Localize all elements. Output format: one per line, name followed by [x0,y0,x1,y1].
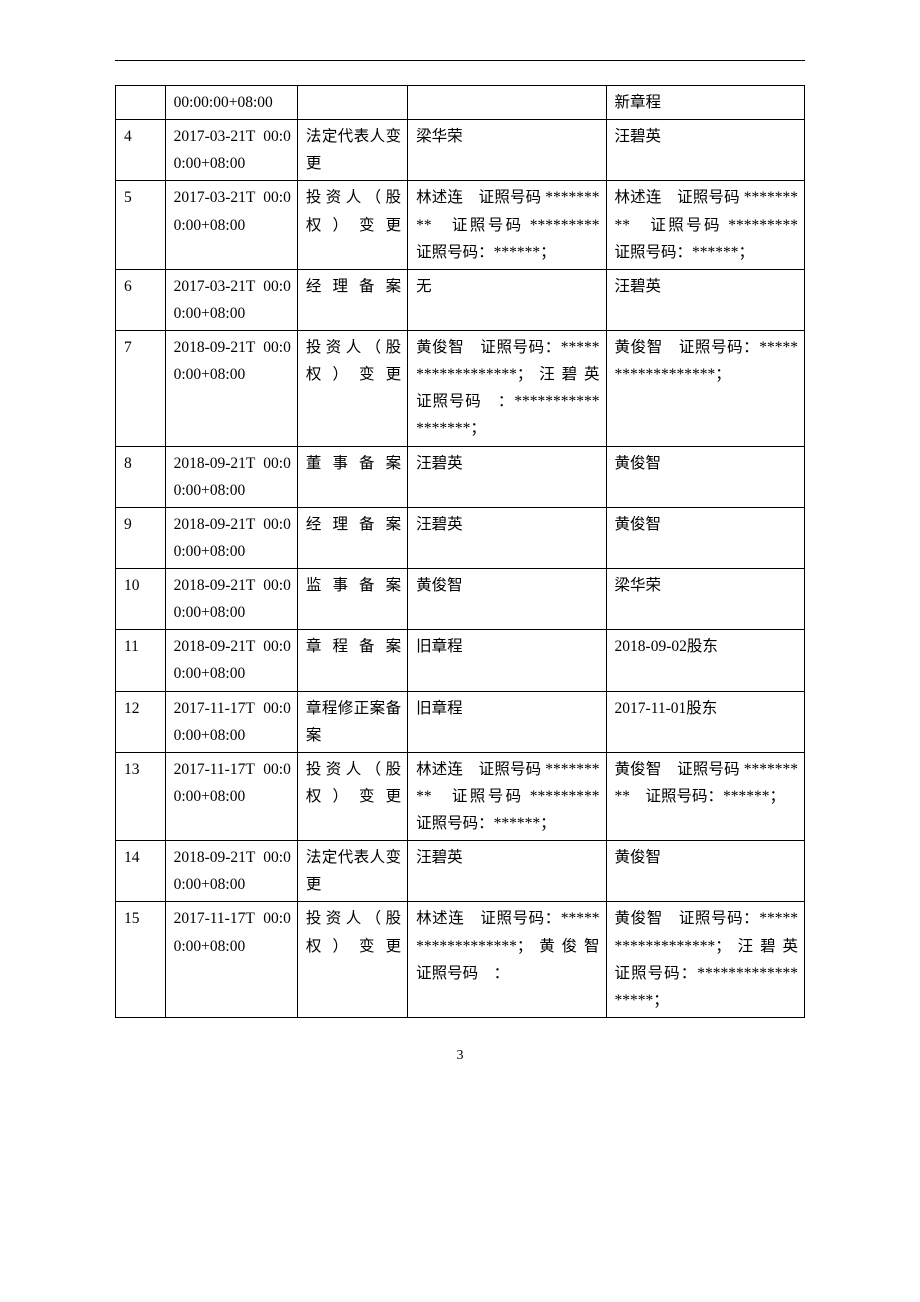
cell-type: 经理备案 [297,269,407,330]
cell-after: 汪碧英 [606,120,804,181]
cell-date: 2017-03-21T 00:00:00+08:00 [165,120,297,181]
cell-date: 2018-09-21T 00:00:00+08:00 [165,446,297,507]
cell-no: 11 [116,630,166,691]
cell-before: 黄俊智 [408,569,606,630]
cell-after: 黄俊智 [606,446,804,507]
table-body: 00:00:00+08:00新章程42017-03-21T 00:00:00+0… [116,86,805,1018]
cell-no: 4 [116,120,166,181]
cell-date: 2018-09-21T 00:00:00+08:00 [165,841,297,902]
table-row: 62017-03-21T 00:00:00+08:00经理备案无汪碧英 [116,269,805,330]
table-row: 92018-09-21T 00:00:00+08:00经理备案汪碧英黄俊智 [116,507,805,568]
cell-no: 8 [116,446,166,507]
document-page: 00:00:00+08:00新章程42017-03-21T 00:00:00+0… [0,0,920,1104]
cell-date: 2017-03-21T 00:00:00+08:00 [165,269,297,330]
cell-type: 经理备案 [297,507,407,568]
cell-type: 投资人（股权）变更 [297,902,407,1018]
cell-type: 投资人（股权）变更 [297,181,407,269]
cell-after: 林述连 证照号码 ********* 证照号码 ********* 证照号码：*… [606,181,804,269]
cell-date: 2017-03-21T 00:00:00+08:00 [165,181,297,269]
table-row: 122017-11-17T 00:00:00+08:00章程修正案备案旧章程20… [116,691,805,752]
table-row: 72018-09-21T 00:00:00+08:00投资人（股权）变更黄俊智 … [116,331,805,447]
header-rule [115,60,805,61]
cell-before: 旧章程 [408,630,606,691]
cell-date: 2018-09-21T 00:00:00+08:00 [165,569,297,630]
cell-after: 新章程 [606,86,804,120]
page-number: 3 [115,1048,805,1064]
cell-type: 董事备案 [297,446,407,507]
cell-after: 梁华荣 [606,569,804,630]
cell-before: 汪碧英 [408,841,606,902]
cell-no: 15 [116,902,166,1018]
cell-date: 2017-11-17T 00:00:00+08:00 [165,902,297,1018]
cell-after: 2017-11-01股东 [606,691,804,752]
cell-after: 黄俊智 [606,507,804,568]
cell-date: 2018-09-21T 00:00:00+08:00 [165,507,297,568]
cell-no [116,86,166,120]
cell-no: 10 [116,569,166,630]
cell-no: 12 [116,691,166,752]
cell-after: 黄俊智 证照号码 ********* 证照号码：******； [606,752,804,840]
cell-no: 9 [116,507,166,568]
cell-before: 黄俊智 证照号码：******************；汪碧英 证照号码 ：**… [408,331,606,447]
cell-before: 汪碧英 [408,507,606,568]
cell-type: 投资人（股权）变更 [297,752,407,840]
table-row: 42017-03-21T 00:00:00+08:00法定代表人变更梁华荣汪碧英 [116,120,805,181]
cell-type [297,86,407,120]
cell-type: 法定代表人变更 [297,120,407,181]
cell-after: 黄俊智 [606,841,804,902]
table-row: 102018-09-21T 00:00:00+08:00监事备案黄俊智梁华荣 [116,569,805,630]
cell-date: 00:00:00+08:00 [165,86,297,120]
cell-type: 投资人（股权）变更 [297,331,407,447]
cell-before: 汪碧英 [408,446,606,507]
cell-after: 2018-09-02股东 [606,630,804,691]
cell-type: 章程备案 [297,630,407,691]
cell-before: 无 [408,269,606,330]
cell-type: 章程修正案备案 [297,691,407,752]
cell-date: 2017-11-17T 00:00:00+08:00 [165,752,297,840]
cell-no: 6 [116,269,166,330]
cell-before: 旧章程 [408,691,606,752]
cell-before: 林述连 证照号码：******************；黄俊智 证照号码 ： [408,902,606,1018]
cell-after: 黄俊智 证照号码：******************； [606,331,804,447]
cell-no: 5 [116,181,166,269]
cell-before: 梁华荣 [408,120,606,181]
cell-before [408,86,606,120]
cell-date: 2017-11-17T 00:00:00+08:00 [165,691,297,752]
cell-after: 汪碧英 [606,269,804,330]
cell-after: 黄俊智 证照号码：******************；汪碧英 证照号码：***… [606,902,804,1018]
cell-no: 14 [116,841,166,902]
cell-no: 13 [116,752,166,840]
cell-before: 林述连 证照号码 ********* 证照号码 ********* 证照号码：*… [408,752,606,840]
table-row: 112018-09-21T 00:00:00+08:00章程备案旧章程2018-… [116,630,805,691]
table-row: 132017-11-17T 00:00:00+08:00投资人（股权）变更林述连… [116,752,805,840]
change-records-table: 00:00:00+08:00新章程42017-03-21T 00:00:00+0… [115,85,805,1018]
table-row: 152017-11-17T 00:00:00+08:00投资人（股权）变更林述连… [116,902,805,1018]
cell-date: 2018-09-21T 00:00:00+08:00 [165,331,297,447]
cell-type: 法定代表人变更 [297,841,407,902]
table-row: 142018-09-21T 00:00:00+08:00法定代表人变更汪碧英黄俊… [116,841,805,902]
cell-date: 2018-09-21T 00:00:00+08:00 [165,630,297,691]
cell-before: 林述连 证照号码 ********* 证照号码 ********* 证照号码：*… [408,181,606,269]
table-row: 52017-03-21T 00:00:00+08:00投资人（股权）变更林述连 … [116,181,805,269]
table-row: 00:00:00+08:00 新章程 [116,86,805,120]
cell-type: 监事备案 [297,569,407,630]
table-row: 82018-09-21T 00:00:00+08:00董事备案汪碧英黄俊智 [116,446,805,507]
cell-no: 7 [116,331,166,447]
